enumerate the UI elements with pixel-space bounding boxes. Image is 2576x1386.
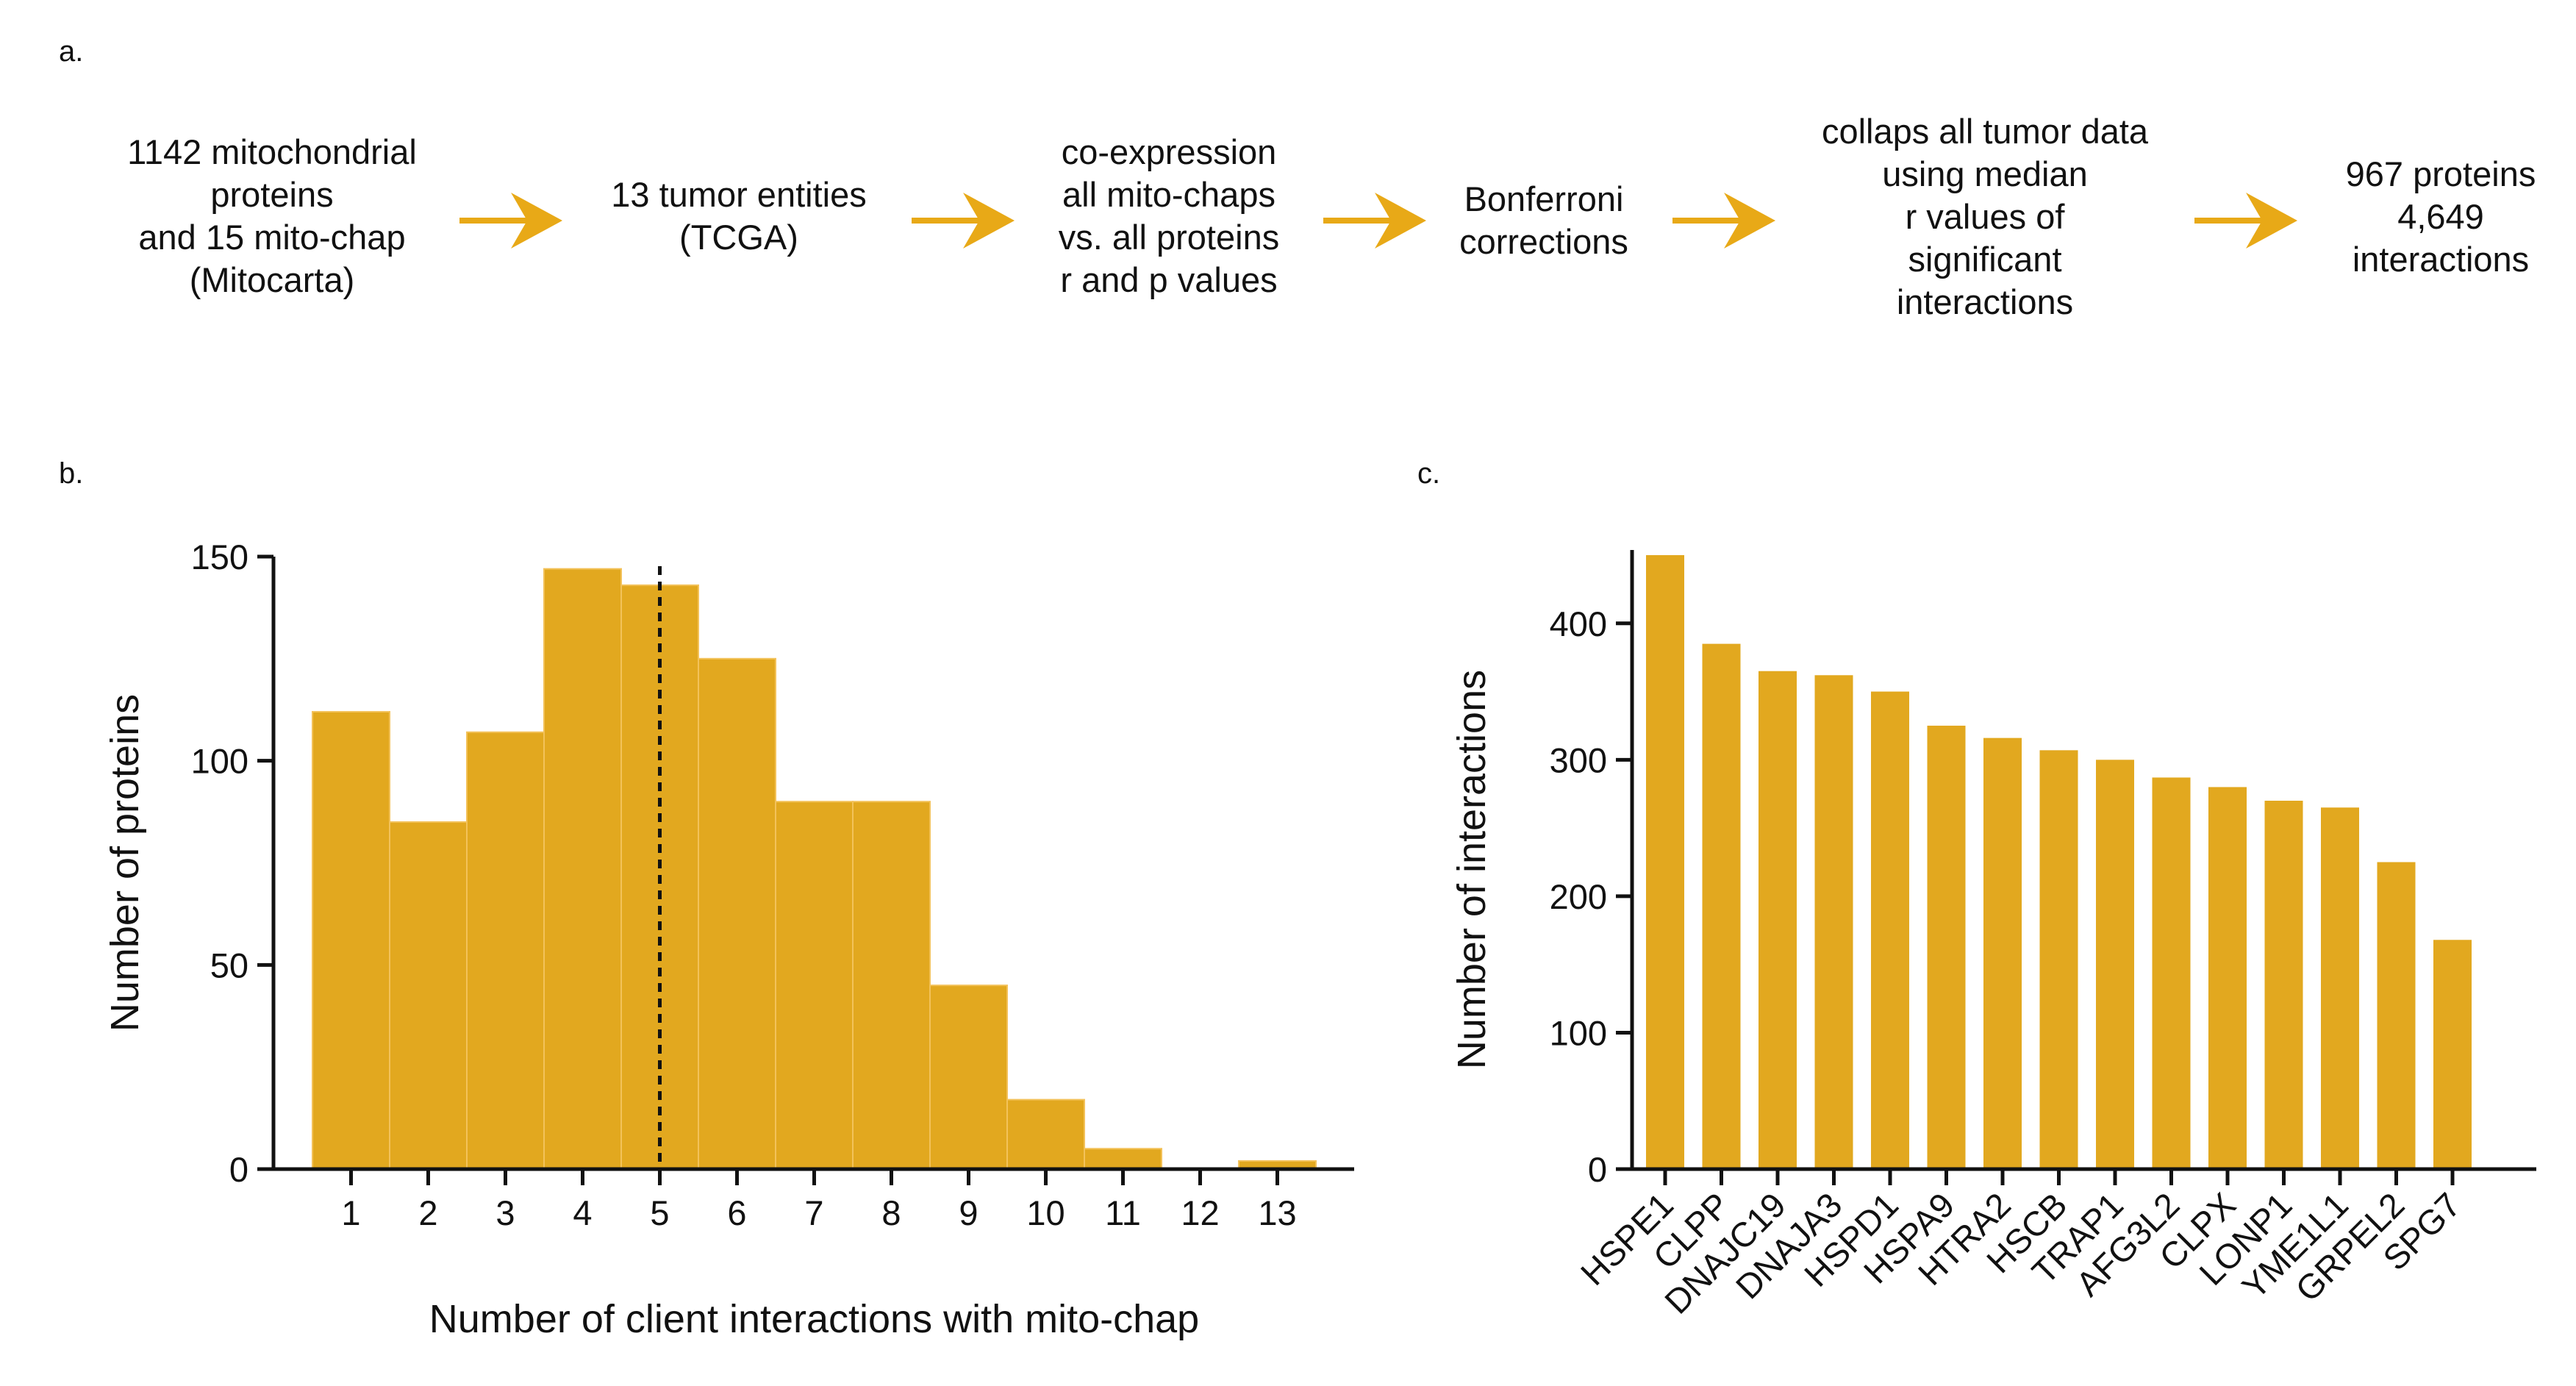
flow-step-line: 967 proteins: [2345, 154, 2536, 193]
interaction-bar: [2433, 940, 2472, 1169]
panel-label-b: b.: [59, 457, 84, 490]
interaction-bar: [2377, 862, 2416, 1169]
flow-step-line: 1142 mitochondrial: [127, 132, 417, 171]
x-tick-label: 1: [341, 1193, 360, 1232]
x-tick-label: 3: [495, 1193, 515, 1232]
x-tick-label: 6: [727, 1193, 746, 1232]
flow-step-tcga: 13 tumor entities (TCGA): [611, 174, 866, 259]
y-tick-label: 100: [1550, 1013, 1607, 1052]
interaction-bar: [2039, 750, 2078, 1169]
interaction-bar: [2152, 777, 2191, 1169]
y-tick-label: 400: [1550, 604, 1607, 643]
y-tick-label: 0: [1588, 1150, 1607, 1189]
flow-step-line: Bonferroni: [1464, 179, 1624, 218]
histogram-bar: [775, 801, 854, 1170]
flow-step-line: r and p values: [1060, 260, 1278, 299]
panel-label-c: c.: [1417, 457, 1441, 490]
interaction-bar: [1983, 737, 2022, 1169]
x-tick-label: 12: [1181, 1193, 1219, 1232]
interaction-bar: [1759, 671, 1797, 1169]
interaction-bar: [2264, 801, 2303, 1169]
flow-step-line: vs. all proteins: [1058, 218, 1280, 257]
interaction-bar: [1927, 725, 1966, 1169]
flow-step-line: all mito-chaps: [1062, 175, 1276, 214]
histogram-bar: [852, 801, 931, 1170]
x-tick-label: 10: [1026, 1193, 1065, 1232]
y-tick-label: 50: [210, 946, 248, 985]
y-tick-label: 200: [1550, 877, 1607, 916]
interaction-bar: [2208, 787, 2247, 1169]
y-axis-title: Number of proteins: [103, 694, 147, 1032]
flow-step-line: (Mitocarta): [189, 260, 355, 299]
flow-step-line: interactions: [1896, 282, 2074, 321]
x-tick-label: 11: [1105, 1193, 1141, 1232]
panel-label-a: a.: [59, 35, 84, 68]
flow-step-line: 4,649: [2397, 197, 2484, 236]
x-axis-title: Number of client interactions with mito-…: [429, 1297, 1199, 1341]
histogram-bar: [698, 657, 776, 1170]
flow-step-line: collaps all tumor data: [1821, 112, 2149, 151]
flow-step-mitocarta: 1142 mitochondrial proteins and 15 mito-…: [127, 131, 417, 301]
interaction-bar: [1814, 675, 1853, 1169]
y-tick-label: 100: [191, 742, 248, 781]
histogram-bar: [929, 985, 1008, 1170]
flow-step-result: 967 proteins 4,649 interactions: [2346, 153, 2536, 281]
interaction-bar: [1871, 691, 1909, 1169]
flow-step-line: 13 tumor entities: [611, 175, 867, 214]
flow-step-line: r values of: [1905, 197, 2065, 236]
x-tick-label: 8: [881, 1193, 901, 1232]
flow-step-line: and 15 mito-chap: [138, 218, 406, 257]
flow-arrow-head: [511, 193, 562, 249]
flow-step-line: using median: [1882, 154, 2088, 193]
y-tick-label: 300: [1550, 740, 1607, 779]
interaction-bar: [1702, 643, 1741, 1169]
flow-step-coexpression: co-expression all mito-chaps vs. all pro…: [1059, 131, 1279, 301]
x-tick-label: 9: [959, 1193, 978, 1232]
flow-step-bonferroni: Bonferroni corrections: [1459, 178, 1628, 263]
flow-arrow-head: [963, 193, 1015, 249]
x-tick-label: 4: [573, 1193, 592, 1232]
flow-arrow-head: [1724, 193, 1775, 249]
flow-step-line: interactions: [2352, 240, 2530, 279]
histogram-bar: [312, 711, 390, 1170]
flow-step-line: (TCGA): [679, 218, 798, 257]
interaction-bar: [1646, 555, 1684, 1169]
x-tick-label: 5: [650, 1193, 669, 1232]
flow-step-line: co-expression: [1061, 132, 1277, 171]
interaction-bar: [2096, 760, 2134, 1169]
histogram-bar: [1006, 1099, 1085, 1171]
x-tick-label: 7: [804, 1193, 823, 1232]
histogram-bar: [1084, 1148, 1162, 1170]
y-tick-label: 0: [229, 1150, 248, 1189]
flow-arrow-head: [1375, 193, 1426, 249]
x-tick-label: 13: [1258, 1193, 1296, 1232]
flow-arrow-1: [459, 193, 2297, 249]
flow-step-line: corrections: [1459, 222, 1628, 261]
y-axis-title: Number of interactions: [1450, 670, 1494, 1069]
flow-step-line: significant: [1908, 240, 2062, 279]
flow-arrow-head: [2246, 193, 2297, 249]
flow-step-line: proteins: [210, 175, 334, 214]
y-tick-label: 150: [191, 537, 248, 576]
flow-step-collapse: collaps all tumor data using median r va…: [1822, 110, 2148, 324]
x-tick-label: 2: [418, 1193, 437, 1232]
histogram-bar: [543, 568, 622, 1170]
interaction-bar: [2321, 807, 2359, 1169]
